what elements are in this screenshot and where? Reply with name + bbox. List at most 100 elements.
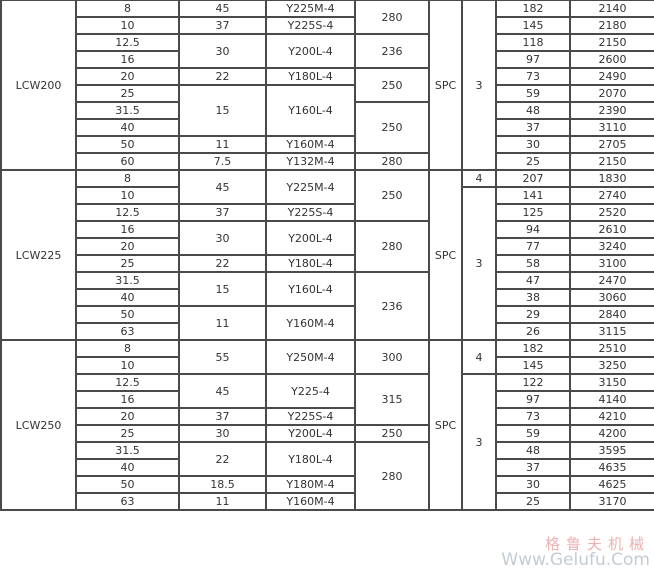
cell-ratio: 8 bbox=[75, 339, 180, 358]
cell-speed: 141 bbox=[495, 186, 571, 205]
table-row: 16 97 2600 bbox=[1, 50, 654, 69]
cell-power: 30 bbox=[178, 33, 267, 69]
cell-value: 3060 bbox=[569, 288, 654, 307]
cell-power: 55 bbox=[178, 339, 267, 375]
cell-speed: 48 bbox=[495, 441, 571, 460]
table-row: 50 18.5 Y180M-4 30 4625 bbox=[1, 475, 654, 494]
watermark: 格鲁夫机械 Www.Gelufu.Com bbox=[501, 533, 650, 570]
cell-ratio: 10 bbox=[75, 186, 180, 205]
cell-size: 250 bbox=[354, 67, 430, 103]
cell-count: 4 bbox=[461, 339, 497, 375]
cell-power: 22 bbox=[178, 254, 267, 273]
cell-size: 280 bbox=[354, 441, 430, 511]
cell-size: 236 bbox=[354, 271, 430, 341]
cell-value: 4625 bbox=[569, 475, 654, 494]
cell-value: 2490 bbox=[569, 67, 654, 86]
cell-power: 37 bbox=[178, 203, 267, 222]
cell-value: 1830 bbox=[569, 169, 654, 188]
cell-speed: 182 bbox=[495, 339, 571, 358]
table-row: 31.5 15 Y160L-4 236 47 2470 bbox=[1, 271, 654, 341]
cell-value: 3250 bbox=[569, 356, 654, 375]
cell-speed: 125 bbox=[495, 203, 571, 222]
cell-model: LCW200 bbox=[0, 0, 77, 171]
cell-speed: 182 bbox=[495, 0, 571, 18]
cell-speed: 97 bbox=[495, 50, 571, 69]
table-row: 20 37 Y225S-4 73 4210 bbox=[1, 407, 654, 426]
cell-power: 11 bbox=[178, 305, 267, 341]
cell-motor: Y225M-4 bbox=[265, 0, 356, 18]
cell-ratio: 63 bbox=[75, 492, 180, 511]
cell-power: 22 bbox=[178, 441, 267, 477]
table-row: 63 11 Y160M-4 25 3170 bbox=[1, 492, 654, 511]
cell-count: 3 bbox=[461, 186, 497, 341]
cell-ratio: 50 bbox=[75, 475, 180, 494]
cell-ratio: 12.5 bbox=[75, 373, 180, 392]
table-row: 50 11 Y160M-4 30 2705 bbox=[1, 135, 654, 154]
cell-speed: 145 bbox=[495, 356, 571, 375]
table-row: 31.5 250 48 2390 bbox=[1, 101, 654, 154]
cell-speed: 37 bbox=[495, 458, 571, 477]
cell-ratio: 25 bbox=[75, 84, 180, 103]
cell-value: 2610 bbox=[569, 220, 654, 239]
cell-belt: SPC bbox=[428, 339, 463, 511]
specification-table: LCW200 8 45 Y225M-4 280 SPC 3 182 2140 10 37 Y225S-… bbox=[0, 0, 654, 511]
cell-power: 22 bbox=[178, 67, 267, 86]
table-row: 12.5 37 Y225S-4 125 2520 bbox=[1, 203, 654, 222]
cell-value: 3115 bbox=[569, 322, 654, 341]
cell-value: 2470 bbox=[569, 271, 654, 290]
cell-ratio: 20 bbox=[75, 237, 180, 256]
cell-value: 3170 bbox=[569, 492, 654, 511]
cell-motor: Y200L-4 bbox=[265, 33, 356, 69]
table-row: 10 145 3250 bbox=[1, 356, 654, 375]
cell-motor: Y160M-4 bbox=[265, 135, 356, 154]
table-row: LCW250 8 55 Y250M-4 300 SPC 4 182 2510 bbox=[0, 339, 654, 511]
cell-power: 30 bbox=[178, 220, 267, 256]
cell-ratio: 50 bbox=[75, 305, 180, 324]
cell-value: 2150 bbox=[569, 33, 654, 52]
cell-value: 4210 bbox=[569, 407, 654, 426]
table-row: 25 15 Y160L-4 59 2070 bbox=[1, 84, 654, 137]
cell-size: 280 bbox=[354, 152, 430, 171]
cell-speed: 122 bbox=[495, 373, 571, 392]
cell-speed: 25 bbox=[495, 152, 571, 171]
table-row: 31.5 22 Y180L-4 280 48 3595 bbox=[1, 441, 654, 511]
cell-motor: Y225S-4 bbox=[265, 16, 356, 35]
cell-speed: 73 bbox=[495, 407, 571, 426]
cell-value: 2070 bbox=[569, 84, 654, 103]
cell-power: 37 bbox=[178, 407, 267, 426]
cell-motor: Y132M-4 bbox=[265, 152, 356, 171]
cell-motor: Y180L-4 bbox=[265, 254, 356, 273]
cell-belt: SPC bbox=[428, 0, 463, 171]
cell-motor: Y200L-4 bbox=[265, 220, 356, 256]
cell-power: 18.5 bbox=[178, 475, 267, 494]
cell-motor: Y180M-4 bbox=[265, 475, 356, 494]
cell-ratio: 40 bbox=[75, 118, 180, 137]
table-row: 12.5 45 Y225-4 315 3 122 3150 bbox=[1, 373, 654, 511]
cell-size: 250 bbox=[354, 101, 430, 154]
cell-ratio: 31.5 bbox=[75, 101, 180, 120]
cell-ratio: 16 bbox=[75, 390, 180, 409]
cell-value: 4200 bbox=[569, 424, 654, 443]
cell-ratio: 25 bbox=[75, 254, 180, 273]
cell-ratio: 12.5 bbox=[75, 33, 180, 52]
cell-value: 2510 bbox=[569, 339, 654, 358]
cell-ratio: 20 bbox=[75, 67, 180, 86]
cell-speed: 73 bbox=[495, 67, 571, 86]
cell-ratio: 8 bbox=[75, 0, 180, 18]
cell-speed: 97 bbox=[495, 390, 571, 409]
cell-speed: 38 bbox=[495, 288, 571, 307]
cell-speed: 25 bbox=[495, 492, 571, 511]
cell-ratio: 12.5 bbox=[75, 203, 180, 222]
cell-value: 3110 bbox=[569, 118, 654, 137]
cell-value: 2840 bbox=[569, 305, 654, 324]
cell-value: 2180 bbox=[569, 16, 654, 35]
cell-speed: 118 bbox=[495, 33, 571, 52]
cell-ratio: 16 bbox=[75, 220, 180, 239]
cell-power: 11 bbox=[178, 135, 267, 154]
cell-value: 2600 bbox=[569, 50, 654, 69]
cell-ratio: 31.5 bbox=[75, 271, 180, 290]
cell-power: 45 bbox=[178, 0, 267, 18]
cell-speed: 207 bbox=[495, 169, 571, 188]
cell-speed: 145 bbox=[495, 16, 571, 35]
cell-count: 4 bbox=[461, 169, 497, 188]
